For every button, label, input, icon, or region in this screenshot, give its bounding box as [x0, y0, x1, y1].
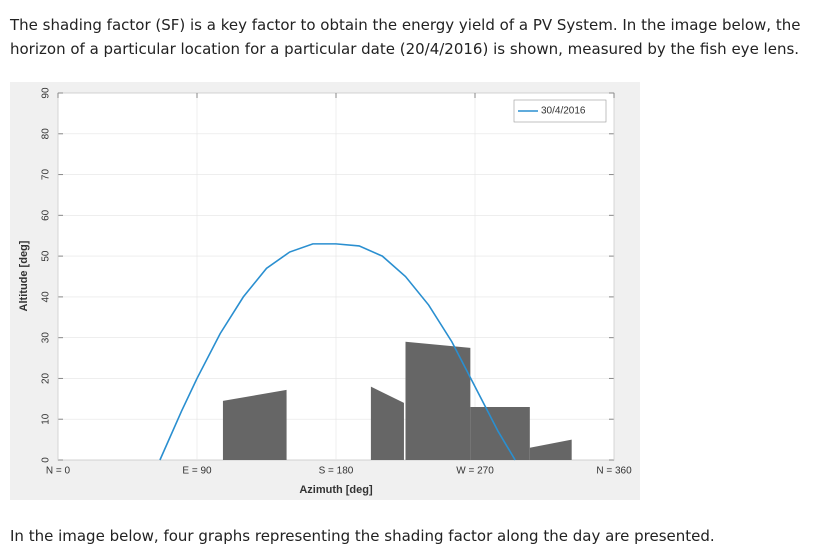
x-tick-label: S = 180	[319, 466, 354, 477]
sun-path	[159, 243, 516, 461]
y-tick-label: 30	[41, 332, 52, 344]
outro-text: In the image below, four graphs represen…	[10, 527, 715, 545]
horizon-obstacle	[370, 386, 404, 460]
x-tick-label: N = 360	[596, 466, 632, 477]
horizon-obstacle	[222, 389, 287, 460]
legend-box	[513, 99, 607, 123]
horizon-obstacle	[405, 341, 471, 460]
x-tick-label: E = 90	[182, 466, 212, 477]
x-axis-label: Azimuth [deg]	[299, 484, 373, 496]
horizon-obstacle	[529, 439, 572, 460]
x-tick-label: N = 0	[46, 466, 71, 477]
intro-text: The shading factor (SF) is a key factor …	[10, 16, 801, 58]
y-axis-label: Altitude [deg]	[18, 240, 30, 311]
y-tick-label: 70	[41, 169, 52, 181]
y-tick-label: 80	[41, 128, 52, 140]
y-tick-label: 50	[41, 250, 52, 262]
y-tick-label: 0	[41, 457, 52, 463]
y-tick-label: 20	[41, 372, 52, 384]
chart: Azimuth [deg] Altitude [deg] 0 10 20 30 40 50…	[10, 82, 640, 500]
legend-label: 30/4/2016	[541, 106, 586, 117]
y-tick-label: 10	[41, 413, 52, 425]
x-tick-label: W = 270	[456, 466, 494, 477]
y-tick-label: 40	[41, 291, 52, 303]
y-tick-label: 90	[41, 87, 52, 99]
y-tick-label: 60	[41, 209, 52, 221]
